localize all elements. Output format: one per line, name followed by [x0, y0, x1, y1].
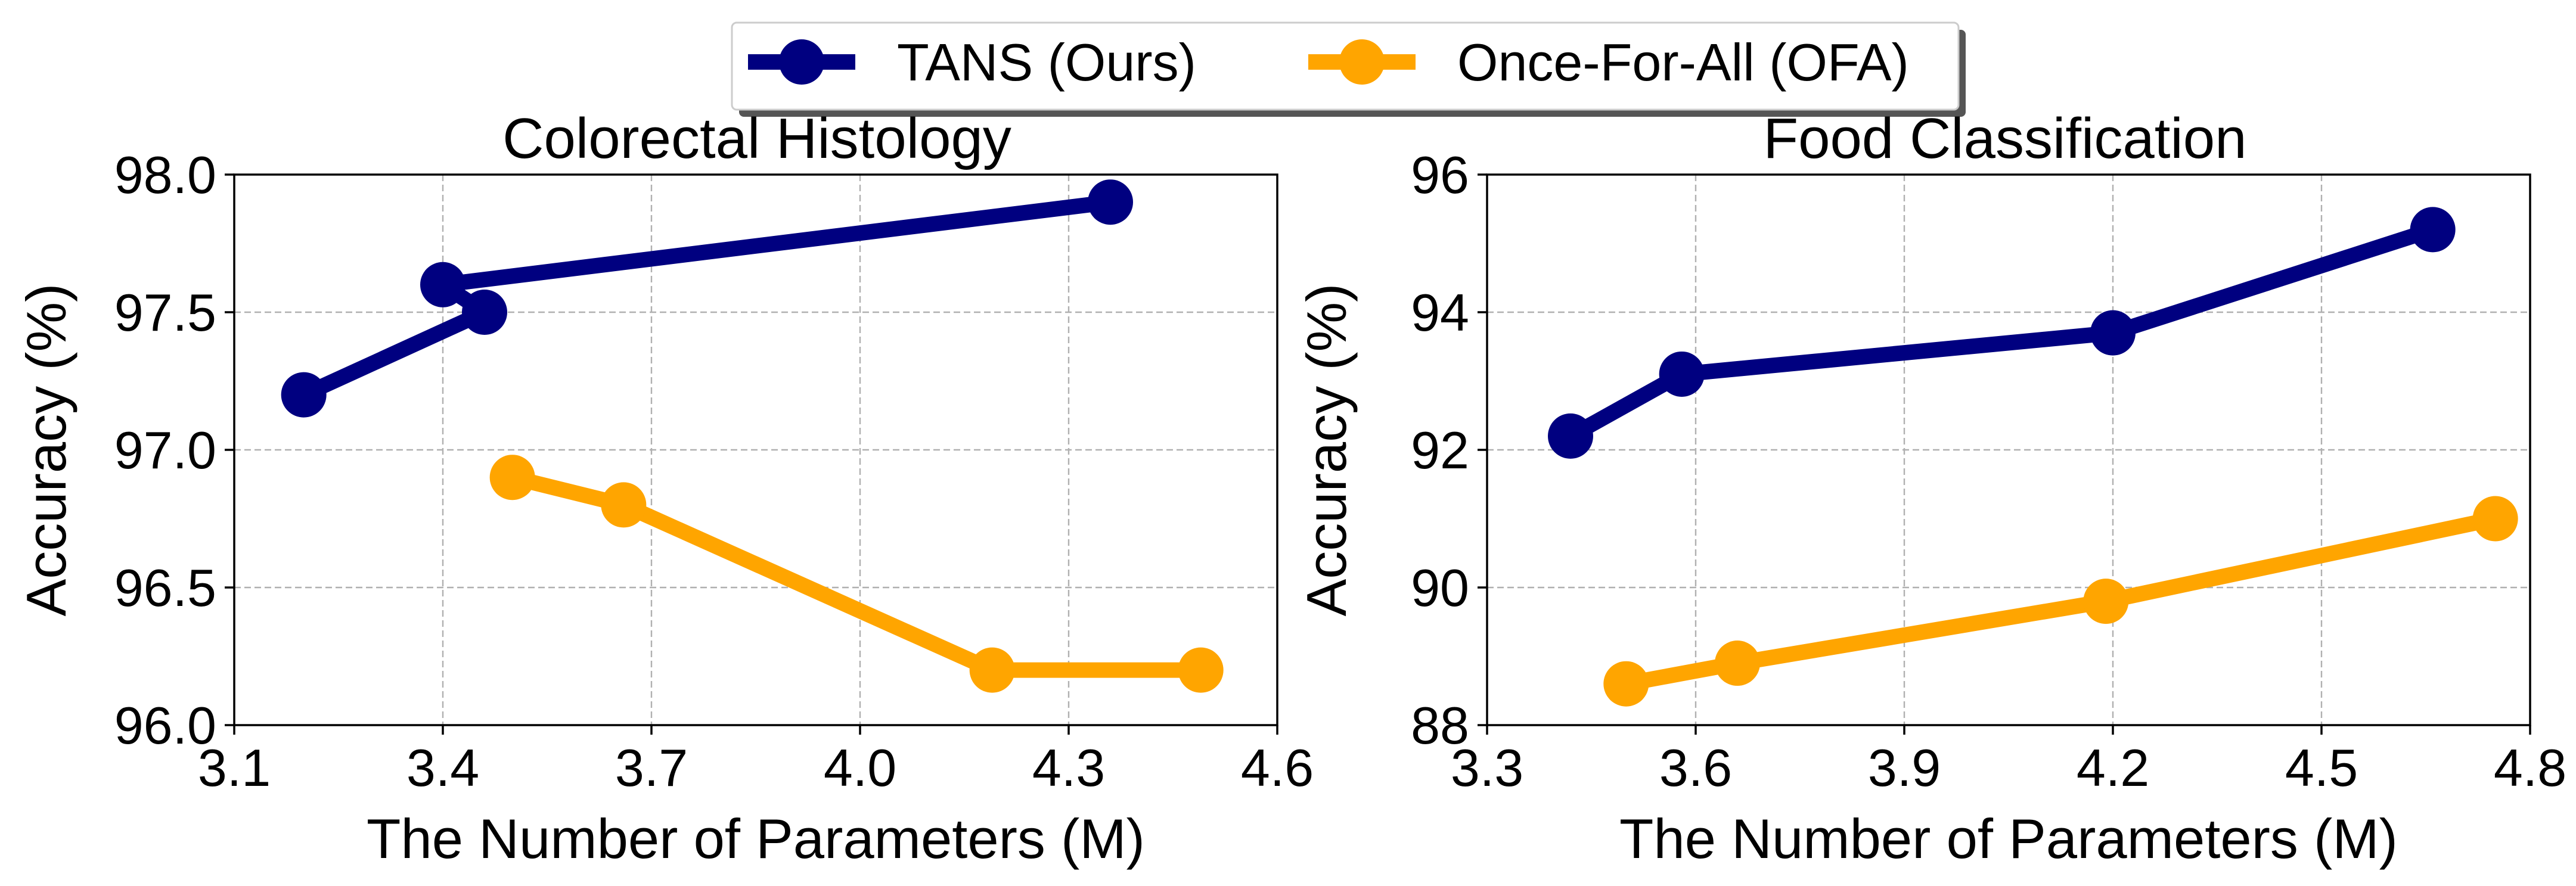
series-line-tans-ours — [300, 194, 1112, 402]
x-tick-label: 4.0 — [824, 738, 896, 797]
y-tick-label: 94 — [1411, 283, 1469, 342]
data-point-tans-ours — [281, 372, 327, 418]
x-tick-label: 3.9 — [1868, 738, 1941, 797]
y-tick-label: 96.5 — [114, 558, 216, 617]
data-point-once-for-all-ofa — [1603, 661, 1649, 707]
data-point-once-for-all-ofa — [1178, 647, 1224, 693]
y-axis-label: Accuracy (%) — [15, 284, 77, 617]
data-point-tans-ours — [1548, 413, 1593, 459]
legend-label-ofa: Once-For-All (OFA) — [1457, 33, 1909, 92]
data-point-tans-ours — [2090, 310, 2136, 356]
x-tick-label: 4.2 — [2077, 738, 2149, 797]
data-point-once-for-all-ofa — [601, 482, 647, 528]
chart-title: Colorectal Histology — [502, 107, 1011, 170]
x-tick-label: 3.1 — [198, 738, 271, 797]
data-point-tans-ours — [420, 262, 465, 307]
data-point-once-for-all-ofa — [2472, 496, 2518, 542]
series-line-once-for-all-ofa — [1624, 511, 2497, 692]
data-point-tans-ours — [2410, 207, 2456, 253]
x-axis-label: The Number of Parameters (M) — [1619, 807, 2398, 870]
x-tick-label: 4.5 — [2285, 738, 2358, 797]
data-point-tans-ours — [1659, 351, 1705, 397]
chart-colorectal-histology: Colorectal Histology 3.1 3.4 3.7 4.0 4.3 4.6 9… — [15, 107, 1314, 870]
chart-title: Food Classification — [1763, 107, 2246, 170]
x-tick-label: 4.6 — [1241, 738, 1314, 797]
y-tick-label: 96.0 — [114, 696, 216, 755]
x-axis-label: The Number of Parameters (M) — [367, 807, 1145, 870]
x-tick-label: 3.6 — [1659, 738, 1732, 797]
y-tick-label: 98.0 — [114, 145, 216, 204]
x-tick-label: 3.7 — [615, 738, 688, 797]
data-point-once-for-all-ofa — [489, 455, 535, 500]
series-line-tans-ours — [1566, 222, 2435, 443]
data-point-tans-ours — [462, 290, 507, 335]
data-point-once-for-all-ofa — [1715, 641, 1760, 686]
x-tick-label: 4.3 — [1032, 738, 1105, 797]
y-tick-label: 90 — [1411, 558, 1469, 617]
x-tick-label: 3.4 — [406, 738, 479, 797]
legend: TANS (Ours) Once-For-All (OFA) — [731, 21, 1966, 117]
legend-marker-tans — [779, 39, 824, 85]
series-line-once-for-all-ofa — [510, 470, 1201, 678]
y-tick-label: 92 — [1411, 421, 1469, 480]
data-point-tans-ours — [1088, 179, 1133, 225]
x-tick-label: 3.3 — [1451, 738, 1523, 797]
y-axis-label: Accuracy (%) — [1295, 284, 1358, 617]
data-point-once-for-all-ofa — [2083, 579, 2129, 624]
y-tick-label: 88 — [1411, 696, 1469, 755]
y-tick-label: 96 — [1411, 145, 1469, 204]
x-tick-label: 4.8 — [2494, 738, 2566, 797]
data-point-once-for-all-ofa — [969, 647, 1015, 693]
legend-marker-ofa — [1339, 39, 1385, 85]
legend-label-tans: TANS (Ours) — [897, 33, 1196, 92]
y-tick-label: 97.0 — [114, 421, 216, 480]
chart-food-classification: Food Classification 3.3 3.6 3.9 4.2 4.5 4.8 88… — [1295, 107, 2566, 870]
y-tick-label: 97.5 — [114, 283, 216, 342]
